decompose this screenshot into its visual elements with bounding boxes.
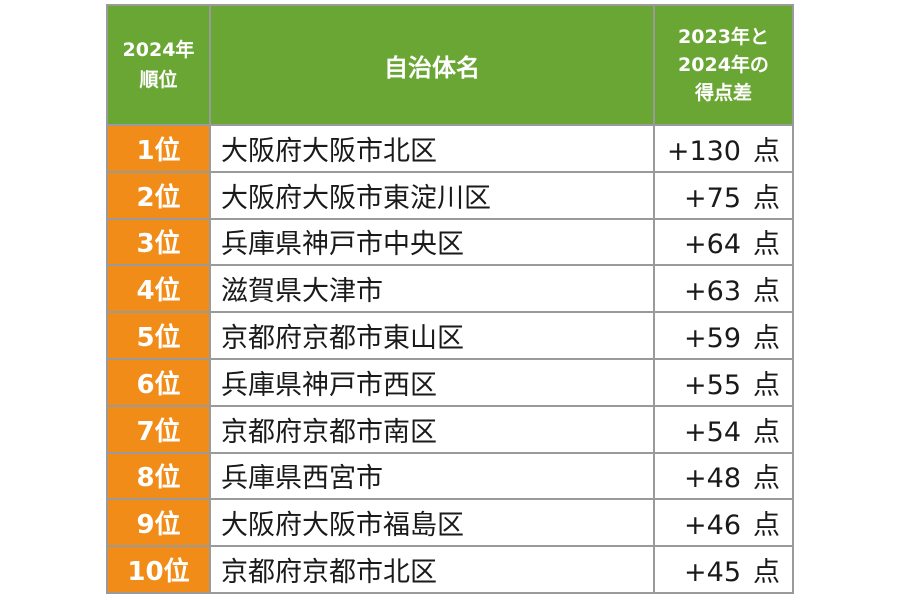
table-row: 4位 滋賀県大津市 +63 点 <box>106 264 794 314</box>
table-row: 5位 京都府京都市東山区 +59 点 <box>106 311 794 360</box>
score-unit: 点 <box>753 510 780 542</box>
rank-cell: 2位 <box>106 170 211 220</box>
score-diff: +130 点 <box>653 124 794 173</box>
score-unit: 点 <box>753 463 780 495</box>
header-rank: 2024年 順位 <box>106 4 211 126</box>
municipality-name: 兵庫県神戸市中央区 <box>209 217 655 267</box>
score-diff: +46 点 <box>653 498 794 548</box>
municipality-name: 大阪府大阪市福島区 <box>209 498 655 548</box>
score-diff: +48 点 <box>653 451 794 501</box>
score-unit: 点 <box>753 323 780 355</box>
score-diff-value: +54 <box>684 416 741 448</box>
rank-cell: 9位 <box>106 498 211 548</box>
municipality-name: 京都府京都市東山区 <box>209 311 655 360</box>
score-diff: +54 点 <box>653 404 794 454</box>
rank-cell: 4位 <box>106 264 211 314</box>
rank-cell: 5位 <box>106 311 211 360</box>
header-rank-line1: 2024年 <box>122 39 195 61</box>
rank-cell: 8位 <box>106 451 211 501</box>
municipality-name: 兵庫県神戸市西区 <box>209 357 655 407</box>
score-diff: +59 点 <box>653 311 794 360</box>
rank-cell: 10位 <box>106 545 211 594</box>
municipality-name: 大阪府大阪市北区 <box>209 124 655 173</box>
score-unit: 点 <box>753 416 780 448</box>
score-diff-value: +46 <box>684 510 741 542</box>
table-row: 10位 京都府京都市北区 +45 点 <box>106 545 794 594</box>
municipality-name: 滋賀県大津市 <box>209 264 655 314</box>
ranking-table: 2024年 順位 自治体名 2023年と 2024年の 得点差 1位 大阪府大阪… <box>106 4 794 594</box>
header-diff-line1: 2023年と <box>678 26 769 48</box>
score-unit: 点 <box>753 557 780 589</box>
table-row: 1位 大阪府大阪市北区 +130 点 <box>106 124 794 173</box>
score-unit: 点 <box>753 276 780 308</box>
municipality-name: 京都府京都市南区 <box>209 404 655 454</box>
table-row: 2位 大阪府大阪市東淀川区 +75 点 <box>106 170 794 220</box>
score-unit: 点 <box>753 182 780 214</box>
table-row: 6位 兵庫県神戸市西区 +55 点 <box>106 357 794 407</box>
score-unit: 点 <box>753 135 780 167</box>
municipality-name: 京都府京都市北区 <box>209 545 655 594</box>
score-diff-value: +55 <box>684 369 741 401</box>
score-diff-value: +130 <box>666 135 741 167</box>
score-diff-value: +45 <box>684 557 741 589</box>
header-name: 自治体名 <box>209 4 655 126</box>
header-diff-line2: 2024年の <box>678 54 769 76</box>
score-diff: +45 点 <box>653 545 794 594</box>
score-unit: 点 <box>753 229 780 261</box>
rank-cell: 6位 <box>106 357 211 407</box>
score-diff: +64 点 <box>653 217 794 267</box>
score-diff: +63 点 <box>653 264 794 314</box>
header-diff: 2023年と 2024年の 得点差 <box>653 4 794 126</box>
score-diff-value: +59 <box>684 323 741 355</box>
score-diff-value: +63 <box>684 276 741 308</box>
header-rank-line2: 順位 <box>139 69 178 91</box>
header-diff-line3: 得点差 <box>694 82 752 104</box>
table-row: 3位 兵庫県神戸市中央区 +64 点 <box>106 217 794 267</box>
score-diff: +55 点 <box>653 357 794 407</box>
score-diff-value: +48 <box>684 463 741 495</box>
score-diff-value: +75 <box>684 182 741 214</box>
score-unit: 点 <box>753 369 780 401</box>
municipality-name: 兵庫県西宮市 <box>209 451 655 501</box>
score-diff-value: +64 <box>684 229 741 261</box>
table-header-row: 2024年 順位 自治体名 2023年と 2024年の 得点差 <box>106 4 794 126</box>
rank-cell: 7位 <box>106 404 211 454</box>
municipality-name: 大阪府大阪市東淀川区 <box>209 170 655 220</box>
table-row: 8位 兵庫県西宮市 +48 点 <box>106 451 794 501</box>
table-row: 9位 大阪府大阪市福島区 +46 点 <box>106 498 794 548</box>
table-row: 7位 京都府京都市南区 +54 点 <box>106 404 794 454</box>
score-diff: +75 点 <box>653 170 794 220</box>
rank-cell: 1位 <box>106 124 211 173</box>
rank-cell: 3位 <box>106 217 211 267</box>
